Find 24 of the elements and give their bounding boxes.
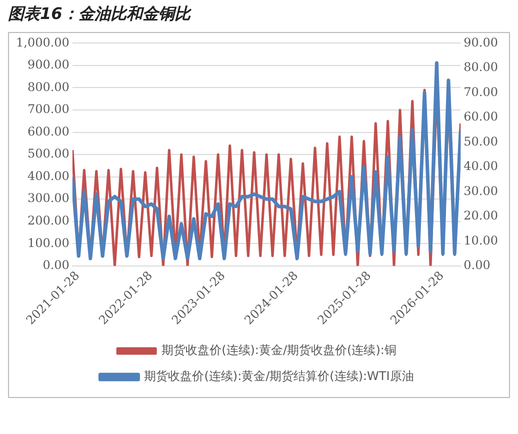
y-tick-label: 400.00 xyxy=(27,168,70,183)
y2-tick-label: 10.00 xyxy=(464,233,498,248)
y-tick-label: 600.00 xyxy=(27,124,70,138)
legend-label: 期货收盘价(连续):黄金/期货结算价(连续):WTI原油 xyxy=(144,369,414,384)
y2-tick-label: 80.00 xyxy=(464,60,498,74)
chart-title: 图表16：金油比和金铜比 xyxy=(8,4,190,25)
legend-label: 期货收盘价(连续):黄金/期货收盘价(连续):铜 xyxy=(162,343,396,358)
y-tick-label: 100.00 xyxy=(27,236,70,250)
y-tick-label: 700.00 xyxy=(27,102,70,116)
y-tick-label: 0.00 xyxy=(42,258,70,272)
y2-tick-label: 70.00 xyxy=(464,84,498,99)
y2-tick-label: 90.00 xyxy=(464,35,498,50)
y2-tick-label: 20.00 xyxy=(464,208,498,223)
y2-tick-label: 60.00 xyxy=(464,110,498,124)
y-tick-label: 1,000.00 xyxy=(16,35,70,50)
y-tick-label: 800.00 xyxy=(27,80,70,94)
y-tick-label: 500.00 xyxy=(27,146,70,161)
y-tick-label: 300.00 xyxy=(27,191,70,206)
y2-tick-label: 50.00 xyxy=(464,134,498,148)
y2-tick-label: 40.00 xyxy=(464,159,498,174)
y2-tick-label: 0.00 xyxy=(464,258,490,272)
y2-tick-label: 30.00 xyxy=(464,184,498,198)
y-tick-label: 900.00 xyxy=(27,58,70,72)
y-tick-label: 200.00 xyxy=(27,213,70,228)
